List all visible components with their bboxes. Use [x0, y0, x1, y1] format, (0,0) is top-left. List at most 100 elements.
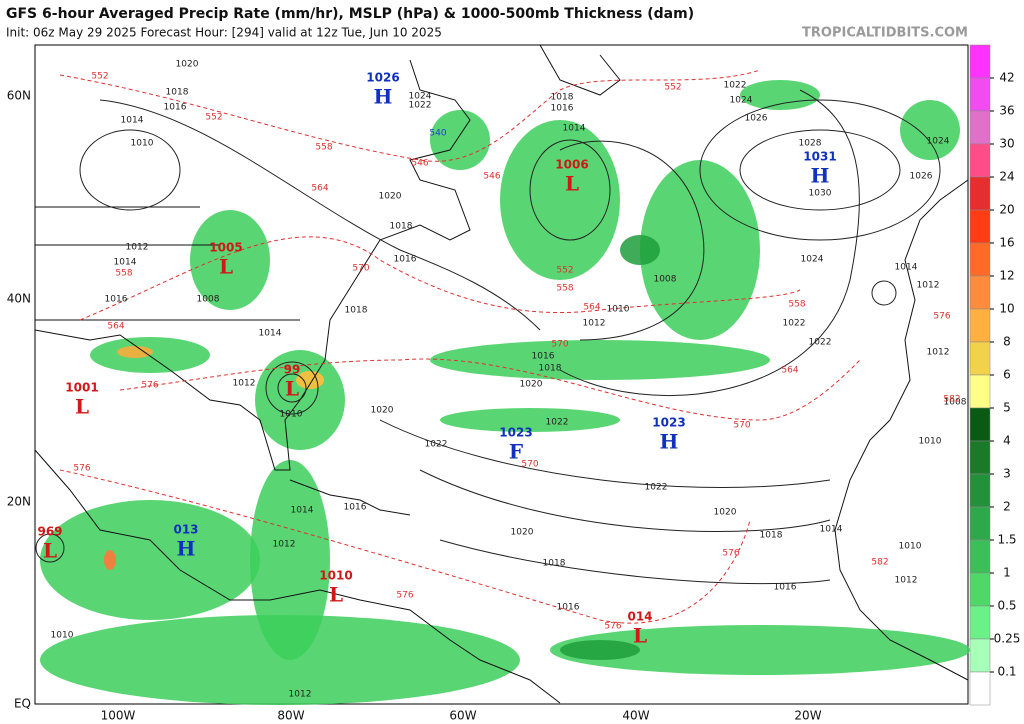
contour-label: 1012 [289, 690, 312, 700]
colorbar-label: 6 [1003, 368, 1011, 382]
center-value: 014 [627, 610, 652, 624]
contour-label: 552 [91, 72, 108, 82]
contour-label: 1012 [917, 281, 940, 291]
colorbar-segment [969, 44, 991, 79]
contour-label: 1024 [409, 92, 432, 102]
colorbar-label: 2 [1003, 500, 1011, 514]
contour-label: 1018 [543, 559, 566, 569]
contour-label: 1018 [166, 88, 189, 98]
center-value: 1001 [65, 381, 98, 395]
colorbar-label: 24 [999, 170, 1014, 184]
contour-label: 1010 [607, 305, 630, 315]
precip [40, 80, 970, 705]
contour-label: 576 [604, 622, 621, 632]
contour-label: 1026 [910, 172, 933, 182]
contour-label: 564 [583, 303, 600, 313]
longitude-label: 80W [277, 709, 304, 723]
center-letter: F [509, 440, 523, 464]
longitude-label: 20W [794, 709, 821, 723]
longitude-label: 60W [449, 709, 476, 723]
colorbar-label: 10 [999, 302, 1014, 316]
center-letter: H [374, 85, 393, 109]
center-letter: L [565, 172, 579, 196]
contour-label: 582 [871, 558, 888, 568]
colorbar-label: 12 [999, 269, 1014, 283]
contour-label: 564 [781, 366, 798, 376]
colorbar-segment [969, 407, 991, 442]
latitude-label: 40N [7, 292, 31, 306]
center-value: 1005 [209, 241, 242, 255]
colorbar-segment [969, 308, 991, 343]
center-value: 013 [173, 523, 198, 537]
contour-label: 570 [733, 421, 750, 431]
map-area [34, 44, 970, 705]
center-letter: L [285, 377, 299, 401]
latitude-label: 20N [7, 495, 31, 509]
contour-label: 552 [205, 113, 222, 123]
center-value: 1031 [803, 150, 836, 164]
center-letter: L [75, 395, 89, 419]
contour-label: 1018 [760, 531, 783, 541]
contour-label: 1010 [899, 542, 922, 552]
contour-label: 1026 [745, 114, 768, 124]
colorbar-segment [969, 110, 991, 145]
colorbar-label: 5 [1003, 401, 1011, 415]
longitude-label: 100W [101, 709, 136, 723]
colorbar-segment [969, 572, 991, 607]
center-value: 99 [284, 363, 301, 377]
colorbar-segment [969, 473, 991, 508]
contour-label: 1012 [927, 348, 950, 358]
contour-label: 558 [788, 300, 805, 310]
colorbar-label: 30 [999, 137, 1014, 151]
colorbar-label: 42 [999, 71, 1014, 85]
colorbar-segment [969, 341, 991, 376]
contour-label: 1014 [121, 116, 144, 126]
colorbar-label: 0.25 [994, 632, 1021, 646]
contour-label: 576 [73, 464, 90, 474]
contour-label: 576 [722, 549, 739, 559]
contour-label: 1024 [801, 255, 824, 265]
contour-label: 1016 [394, 255, 417, 265]
pressure-centers: 1026H1006L1031H1005L1001L99L1023F1023H96… [37, 71, 836, 648]
center-letter: L [43, 539, 57, 563]
colorbar-segment [969, 506, 991, 541]
latitude-label: 60N [7, 89, 31, 103]
colorbar-label: 0.1 [997, 665, 1016, 679]
contour-label: 1030 [809, 189, 832, 199]
contour-label: 540 [429, 129, 446, 139]
contour-label: 1020 [520, 380, 543, 390]
contour-label: 570 [521, 460, 538, 470]
colorbar-segment [969, 209, 991, 244]
contour-label: 1022 [645, 483, 668, 493]
contour-label: 1022 [409, 101, 432, 111]
contour-label: 1016 [105, 295, 128, 305]
colorbar-label: 20 [999, 203, 1014, 217]
contour-label: 1018 [390, 222, 413, 232]
center-value: 1023 [652, 416, 685, 430]
center-value: 969 [37, 525, 62, 539]
colorbar-segment [969, 374, 991, 409]
contour-label: 1012 [126, 243, 149, 253]
colorbar: 42 36 30 24 20 16 12 10 8 6 5 4 3 2 1.5 1 0.5 0.25 0.1 [969, 44, 1021, 706]
contour-label: 1020 [379, 192, 402, 202]
contour-label: 582 [943, 395, 960, 405]
contour-label: 1020 [714, 508, 737, 518]
center-value: 1026 [366, 71, 399, 85]
colorbar-label: 16 [999, 236, 1014, 250]
colorbar-label: 1.5 [997, 533, 1016, 547]
colorbar-label: 3 [1003, 467, 1011, 481]
contour-label: 1010 [51, 631, 74, 641]
contour-label: 1020 [176, 60, 199, 70]
contour-label: 1014 [895, 263, 918, 273]
center-letter: L [633, 624, 647, 648]
center-letter: H [660, 430, 679, 454]
contour-label: 552 [664, 83, 681, 93]
colorbar-label: 8 [1003, 335, 1011, 349]
contour-label: 576 [396, 591, 413, 601]
site-name: TROPICALTIDBITS.COM [802, 26, 968, 41]
contour-label: 1016 [557, 603, 580, 613]
colorbar-segment [969, 275, 991, 310]
contour-label: 1022 [546, 418, 569, 428]
contour-label: 1016 [774, 583, 797, 593]
